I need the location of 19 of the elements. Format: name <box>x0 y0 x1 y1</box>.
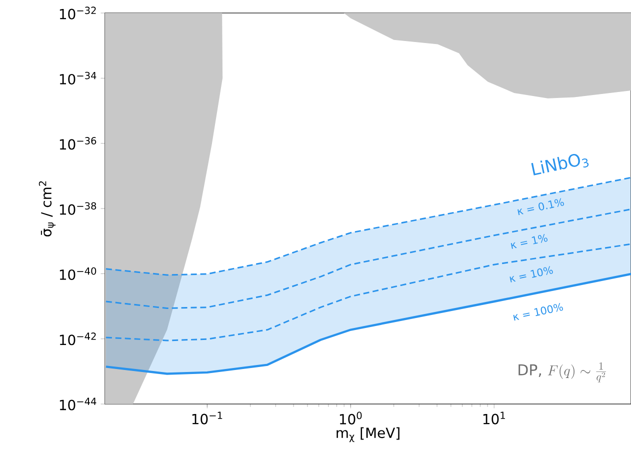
y-tick-label: 10$^{−42}$ <box>60 332 96 346</box>
y-tick-label: 10$^{−44}$ <box>60 398 96 410</box>
annotation: LiNbO$_{3}$ <box>531 154 589 176</box>
text: κ = 10% <box>510 266 553 282</box>
y-tick-label: 10$^{−38}$ <box>60 202 96 215</box>
text: κ = 0.1% <box>518 198 564 216</box>
x-axis-title: m$_{χ}$ [MeV] <box>336 427 400 442</box>
annotation: $F(q) \sim \frac{1}{q^{2}}$ <box>548 362 606 382</box>
x-tick-label: 10$^{−1}$ <box>192 412 222 424</box>
y-tick-label: 10$^{−36}$ <box>60 137 96 150</box>
y-tick-label: 10$^{−34}$ <box>60 72 96 85</box>
x-tick-label: 10$^{0}$ <box>340 412 362 424</box>
x-tick-label: 10$^{1}$ <box>483 412 505 424</box>
y-tick-label: 10$^{−40}$ <box>60 267 96 280</box>
text: κ = 1% <box>510 234 548 249</box>
annotation: DP, <box>518 364 541 377</box>
y-tick-label: 10$^{−32}$ <box>60 6 96 20</box>
y-axis-title: σ̄$_{ψ}$ / cm$^{2}$ <box>38 181 56 236</box>
text: κ = 100% <box>513 302 563 321</box>
